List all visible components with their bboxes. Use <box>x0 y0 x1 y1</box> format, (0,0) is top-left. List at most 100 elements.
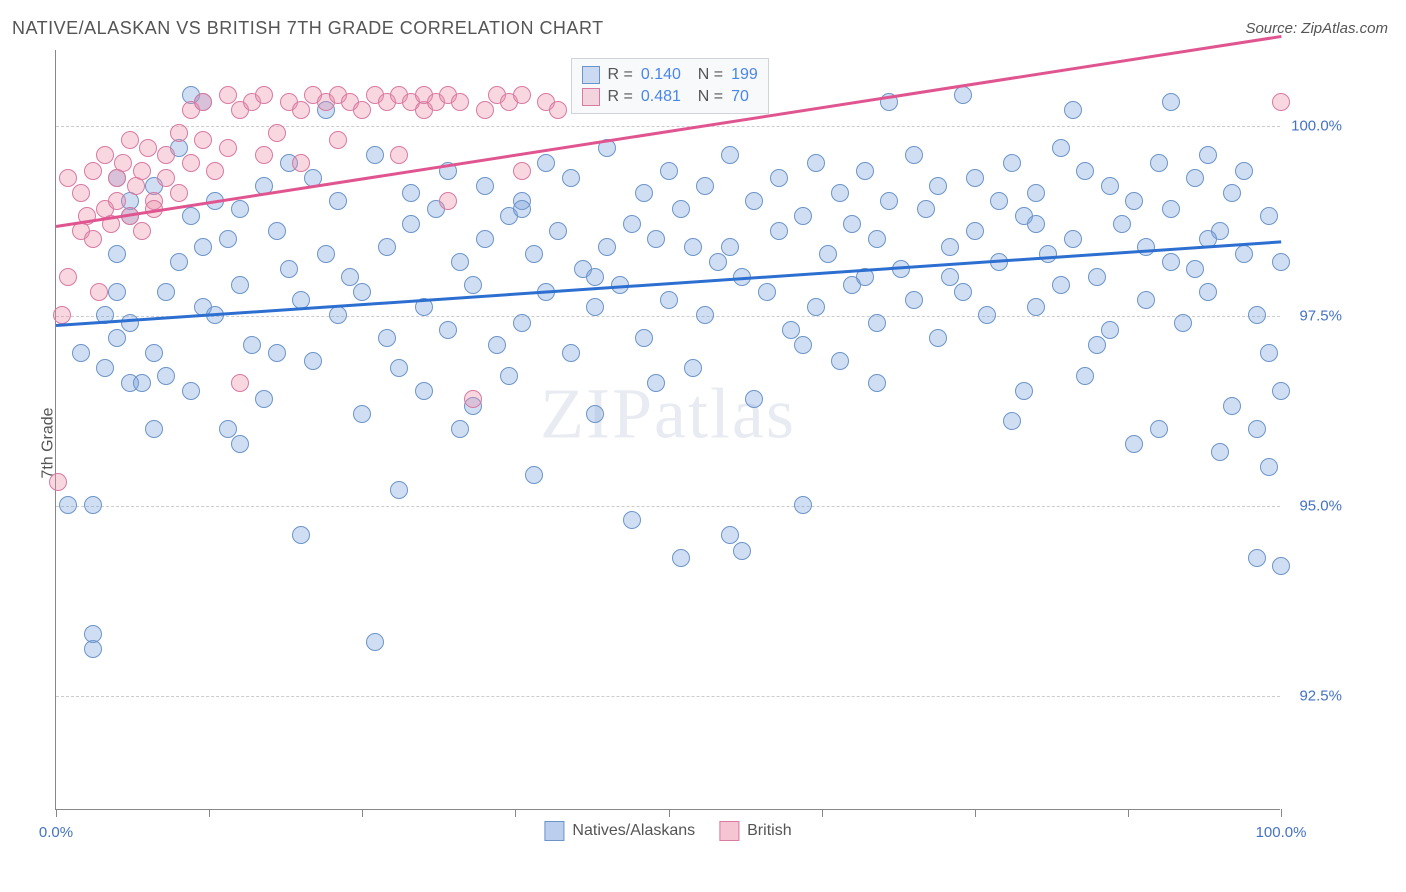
scatter-point <box>647 230 665 248</box>
scatter-point <box>194 131 212 149</box>
scatter-point <box>182 207 200 225</box>
scatter-point <box>745 192 763 210</box>
stats-box: R =0.140 N =199R =0.481 N =70 <box>571 58 769 114</box>
scatter-point <box>366 633 384 651</box>
scatter-point <box>390 481 408 499</box>
scatter-point <box>182 154 200 172</box>
scatter-point <box>623 215 641 233</box>
stats-swatch <box>582 66 600 84</box>
scatter-point <box>1272 93 1290 111</box>
scatter-point <box>1015 382 1033 400</box>
scatter-point <box>90 283 108 301</box>
scatter-point <box>1260 458 1278 476</box>
scatter-point <box>59 169 77 187</box>
scatter-point <box>1186 169 1204 187</box>
scatter-point <box>114 154 132 172</box>
scatter-point <box>488 336 506 354</box>
scatter-point <box>1174 314 1192 332</box>
scatter-point <box>794 336 812 354</box>
scatter-point <box>329 192 347 210</box>
scatter-point <box>549 222 567 240</box>
scatter-point <box>108 245 126 263</box>
scatter-point <box>745 390 763 408</box>
scatter-point <box>586 405 604 423</box>
scatter-point <box>1150 420 1168 438</box>
stats-row: R =0.481 N =70 <box>582 86 758 108</box>
scatter-point <box>1199 283 1217 301</box>
scatter-point <box>598 238 616 256</box>
scatter-point <box>439 321 457 339</box>
scatter-point <box>476 230 494 248</box>
scatter-point <box>684 238 702 256</box>
stats-n-value: 70 <box>731 88 749 106</box>
scatter-point <box>513 162 531 180</box>
scatter-point <box>49 473 67 491</box>
scatter-point <box>513 200 531 218</box>
scatter-point <box>353 405 371 423</box>
plot-area: ZIPatlas 92.5%95.0%97.5%100.0%0.0%100.0%… <box>55 50 1280 810</box>
gridline-h <box>56 126 1280 127</box>
scatter-point <box>317 245 335 263</box>
scatter-point <box>1003 154 1021 172</box>
scatter-point <box>59 496 77 514</box>
scatter-point <box>1248 420 1266 438</box>
legend-item: Natives/Alaskans <box>544 821 695 841</box>
x-tick-label: 100.0% <box>1256 824 1307 841</box>
scatter-point <box>292 154 310 172</box>
scatter-point <box>231 200 249 218</box>
scatter-point <box>586 298 604 316</box>
scatter-point <box>672 549 690 567</box>
scatter-point <box>1052 276 1070 294</box>
scatter-point <box>819 245 837 263</box>
scatter-point <box>807 298 825 316</box>
scatter-point <box>1052 139 1070 157</box>
legend-item: British <box>719 821 791 841</box>
scatter-point <box>696 177 714 195</box>
legend-swatch <box>719 821 739 841</box>
scatter-point <box>831 184 849 202</box>
scatter-point <box>96 359 114 377</box>
x-tick-label: 0.0% <box>39 824 73 841</box>
scatter-point <box>219 230 237 248</box>
scatter-point <box>72 344 90 362</box>
watermark: ZIPatlas <box>540 373 796 456</box>
scatter-point <box>1223 184 1241 202</box>
scatter-point <box>660 291 678 309</box>
scatter-point <box>280 260 298 278</box>
scatter-point <box>635 329 653 347</box>
scatter-point <box>1137 238 1155 256</box>
scatter-point <box>451 93 469 111</box>
scatter-point <box>868 230 886 248</box>
scatter-point <box>1101 321 1119 339</box>
scatter-point <box>1248 306 1266 324</box>
scatter-point <box>366 146 384 164</box>
scatter-point <box>868 374 886 392</box>
scatter-point <box>696 306 714 324</box>
chart-container: 7th Grade ZIPatlas 92.5%95.0%97.5%100.0%… <box>55 50 1345 835</box>
scatter-point <box>108 192 126 210</box>
scatter-point <box>586 268 604 286</box>
stats-r-value: 0.140 <box>641 66 681 84</box>
scatter-point <box>1137 291 1155 309</box>
scatter-point <box>647 374 665 392</box>
scatter-point <box>219 86 237 104</box>
scatter-point <box>329 306 347 324</box>
scatter-point <box>1272 253 1290 271</box>
scatter-point <box>1150 154 1168 172</box>
scatter-point <box>1125 435 1143 453</box>
scatter-point <box>170 184 188 202</box>
scatter-point <box>1101 177 1119 195</box>
scatter-point <box>954 86 972 104</box>
scatter-point <box>892 260 910 278</box>
scatter-point <box>157 146 175 164</box>
scatter-point <box>464 276 482 294</box>
scatter-point <box>1162 93 1180 111</box>
scatter-point <box>255 146 273 164</box>
scatter-point <box>770 222 788 240</box>
scatter-point <box>954 283 972 301</box>
scatter-point <box>1199 146 1217 164</box>
scatter-point <box>684 359 702 377</box>
scatter-point <box>782 321 800 339</box>
scatter-point <box>415 382 433 400</box>
scatter-point <box>562 169 580 187</box>
